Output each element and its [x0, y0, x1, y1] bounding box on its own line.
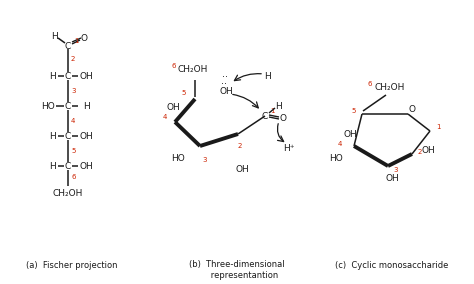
Text: H: H — [49, 131, 55, 141]
Text: 1: 1 — [74, 38, 79, 44]
Text: 3: 3 — [203, 157, 207, 163]
Text: C: C — [65, 72, 71, 80]
Text: OH: OH — [235, 164, 249, 174]
Text: HO: HO — [329, 153, 343, 162]
Text: C: C — [262, 112, 268, 120]
Text: C: C — [65, 131, 71, 141]
Text: 1: 1 — [270, 108, 274, 114]
Text: 5: 5 — [352, 108, 356, 114]
Text: 4: 4 — [163, 114, 167, 120]
Text: 3: 3 — [394, 167, 398, 173]
Text: 4: 4 — [338, 141, 342, 147]
Text: 5: 5 — [182, 90, 186, 96]
Text: H: H — [82, 101, 90, 110]
Text: (b)  Three-dimensional
      representantion: (b) Three-dimensional representantion — [189, 260, 285, 280]
Text: C: C — [65, 162, 71, 170]
Text: 3: 3 — [71, 88, 75, 94]
Text: H: H — [51, 32, 57, 41]
Text: H: H — [264, 72, 272, 80]
Text: H⁺: H⁺ — [283, 143, 295, 153]
Text: CH₂OH: CH₂OH — [375, 82, 405, 91]
Text: 2: 2 — [238, 143, 242, 149]
Text: OH: OH — [343, 130, 357, 139]
Text: 6: 6 — [172, 63, 176, 69]
Text: O: O — [280, 114, 286, 122]
Text: C: C — [65, 101, 71, 110]
Text: OH: OH — [79, 131, 93, 141]
Text: 2: 2 — [418, 149, 422, 155]
Text: ··: ·· — [222, 72, 228, 82]
Text: 6: 6 — [368, 81, 373, 87]
Text: OH: OH — [219, 87, 233, 95]
Text: CH₂OH: CH₂OH — [178, 64, 209, 74]
Text: 1: 1 — [436, 124, 440, 130]
Text: 5: 5 — [71, 148, 75, 154]
Text: H: H — [49, 72, 55, 80]
Text: OH: OH — [79, 162, 93, 170]
Text: OH: OH — [385, 174, 399, 183]
Text: CH₂OH: CH₂OH — [53, 189, 83, 199]
Text: (a)  Fischer projection: (a) Fischer projection — [26, 262, 118, 270]
Text: 6: 6 — [71, 174, 75, 180]
Text: 2: 2 — [71, 56, 75, 62]
Text: 4: 4 — [71, 118, 75, 124]
Text: HO: HO — [41, 101, 55, 110]
Text: OH: OH — [166, 103, 180, 112]
Text: OH: OH — [421, 145, 435, 154]
Text: H: H — [275, 101, 283, 110]
Text: (c)  Cyclic monosaccharide: (c) Cyclic monosaccharide — [335, 262, 449, 270]
Text: OH: OH — [79, 72, 93, 80]
Text: C: C — [65, 41, 71, 51]
Text: ··: ·· — [221, 79, 230, 89]
Text: HO: HO — [171, 153, 185, 162]
Text: O: O — [81, 34, 88, 43]
Text: O: O — [409, 105, 416, 114]
Text: H: H — [49, 162, 55, 170]
